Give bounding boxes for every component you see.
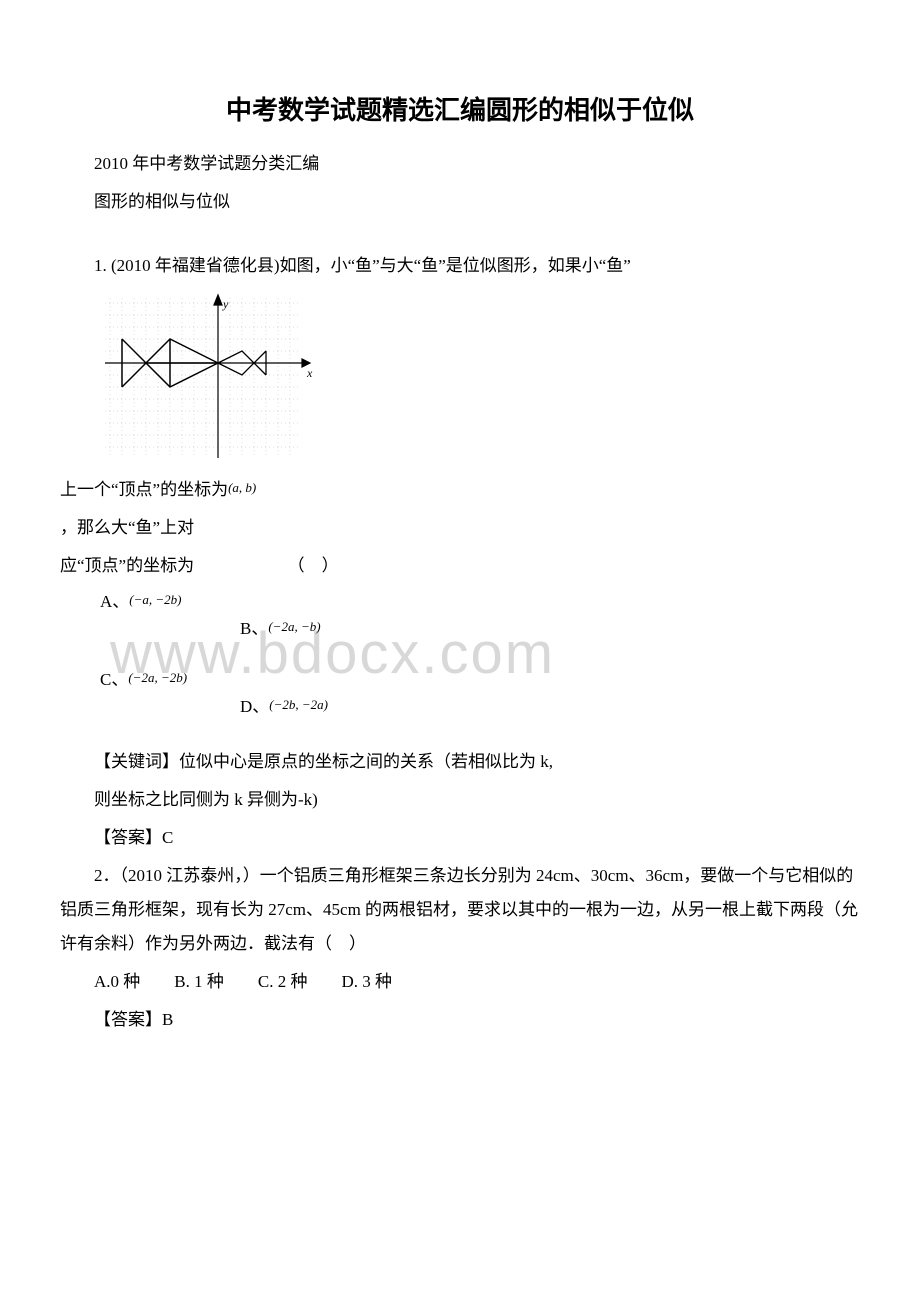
q1-line2a: 上一个“顶点”的坐标为 <box>60 480 228 499</box>
q1-line3: ，那么大“鱼”上对 <box>60 511 860 545</box>
q1-line4: 应“顶点”的坐标为 （ ） <box>60 549 860 583</box>
q1-optB-val: (−2a, −b) <box>268 619 320 634</box>
q1-keywords: 【关键词】位似中心是原点的坐标之间的关系（若相似比为 k, <box>60 745 860 779</box>
subtitle-line-1: 2010 年中考数学试题分类汇编 <box>60 147 860 181</box>
q1-optB-label: B、 <box>240 619 268 638</box>
q1-optA-label: A、 <box>100 592 129 611</box>
q1-intro: 1. (2010 年福建省德化县)如图，小“鱼”与大“鱼”是位似图形，如果小“鱼… <box>60 249 860 283</box>
page-title: 中考数学试题精选汇编圆形的相似于位似 <box>60 90 860 127</box>
q1-optD-val: (−2b, −2a) <box>269 697 328 712</box>
q1-answer: 【答案】C <box>60 821 860 855</box>
q1-optA-val: (−a, −2b) <box>129 592 181 607</box>
q1-coord-ab: (a, b) <box>228 480 256 495</box>
q2-options: A.0 种 B. 1 种 C. 2 种 D. 3 种 <box>60 965 860 999</box>
svg-text:y: y <box>222 297 229 311</box>
svg-text:x: x <box>306 366 313 380</box>
q2-answer: 【答案】B <box>60 1003 860 1037</box>
q2-text: 2．（2010 江苏泰州，）一个铝质三角形框架三条边长分别为 24cm、30cm… <box>60 859 860 961</box>
q1-optC-label: C、 <box>100 670 128 689</box>
q1-figure: y x <box>100 293 320 463</box>
q1-optC-val: (−2a, −2b) <box>128 670 187 685</box>
q1-keywords2: 则坐标之比同侧为 k 异侧为-k) <box>60 783 860 817</box>
q1-optD-label: D、 <box>240 697 269 716</box>
subtitle-line-2: 图形的相似与位似 <box>60 185 860 219</box>
